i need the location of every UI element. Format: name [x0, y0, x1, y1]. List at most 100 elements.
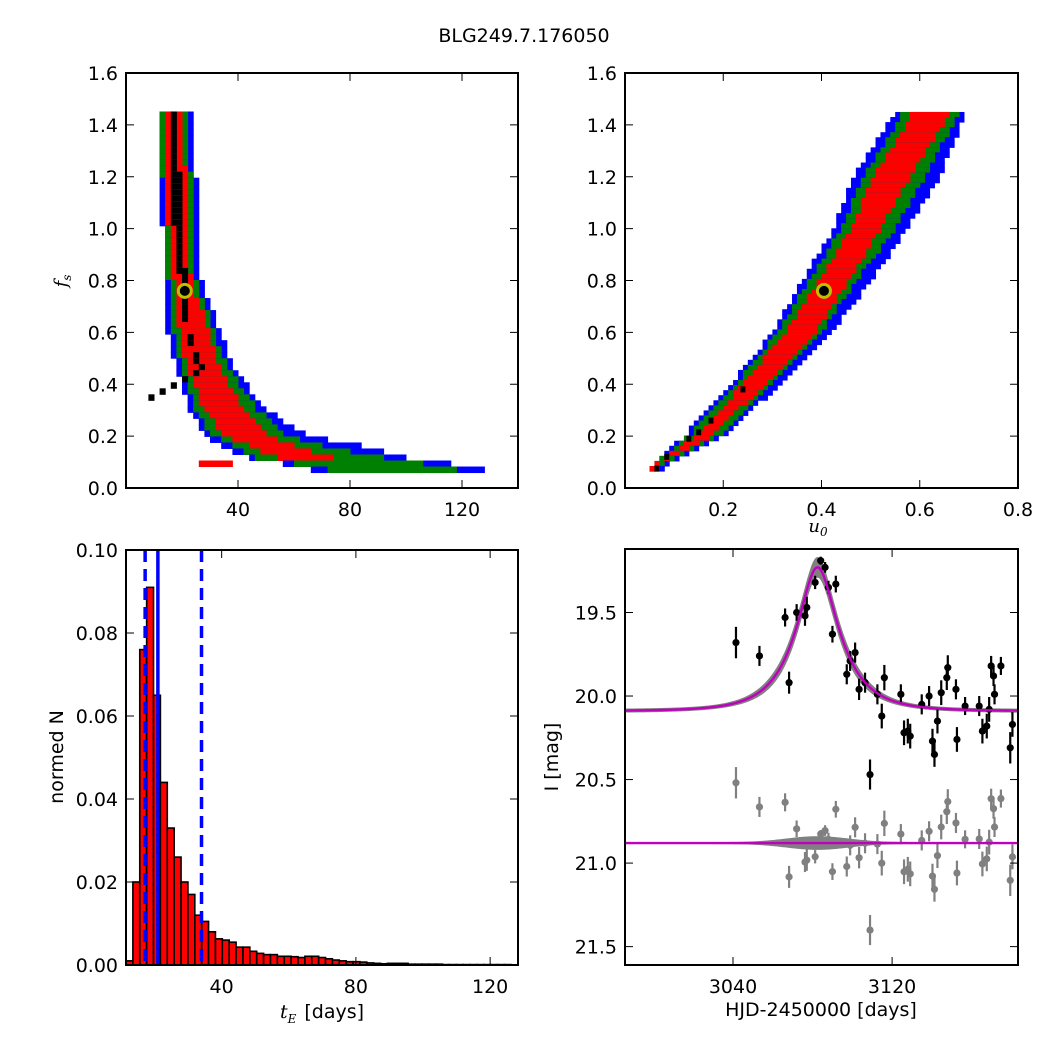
best-fit-marker — [815, 282, 832, 299]
y-tick-label: 0.04 — [76, 789, 118, 811]
density-cell-red — [826, 263, 857, 270]
density-cell-red — [198, 394, 239, 401]
density-cell-red — [816, 278, 847, 285]
density-cell-red — [855, 218, 886, 224]
density-cell-black — [170, 183, 183, 191]
data-point — [817, 557, 825, 565]
ticks: 3040 3120 19.5 20.0 20.5 21.0 21.5 — [575, 549, 1018, 998]
residual-point — [732, 779, 740, 787]
residual-point — [878, 859, 886, 867]
histogram-bar — [242, 946, 251, 966]
data-point — [952, 685, 960, 693]
data-point — [975, 702, 983, 710]
density-cell-red — [787, 324, 818, 330]
y-tick-label: 0.4 — [587, 374, 617, 396]
density-cell-black — [170, 129, 177, 137]
density-cell-black — [170, 123, 177, 131]
y-tick-label: 19.5 — [575, 602, 617, 624]
density-cell-red — [176, 316, 205, 323]
density-cell-black — [193, 352, 200, 359]
y-tick-label: 0.10 — [76, 540, 118, 562]
histogram-bar — [255, 952, 265, 966]
density-cell-black — [170, 219, 183, 227]
histogram-bar — [207, 930, 217, 966]
density-cell-red — [187, 358, 217, 365]
y-tick-label: 21.5 — [575, 937, 617, 959]
histogram-bar — [297, 956, 306, 966]
density-cell-red — [182, 334, 211, 341]
density-cell-red — [762, 354, 793, 361]
density-cell-red — [752, 369, 778, 376]
data-point — [961, 702, 969, 710]
residual-point — [933, 852, 942, 860]
density-cell-red — [841, 238, 872, 244]
data-point — [843, 670, 851, 678]
x-tick-label: 120 — [444, 499, 480, 521]
ticks: 40 80 120 0.0 0.2 0.4 0.6 0.8 1.0 1.2 1.4 1.6 — [88, 63, 518, 521]
data-point — [785, 679, 793, 687]
density-cell-black — [176, 261, 183, 269]
x-tick-label: 40 — [210, 976, 234, 998]
data-point — [832, 580, 840, 588]
residual-point — [925, 827, 933, 835]
data-point — [1006, 744, 1014, 752]
ticks: 0.2 0.4 0.6 0.8 0.0 0.2 0.4 0.6 0.8 1.0 1.2 1.4 1.6 — [587, 63, 1033, 521]
density-cell-red — [796, 314, 827, 320]
density-cell-red — [806, 299, 837, 305]
density-cell-black — [654, 465, 660, 472]
best-fit-marker-group — [815, 282, 832, 299]
residual-point — [953, 869, 961, 877]
residual-point — [990, 823, 999, 831]
residual-point — [781, 798, 789, 806]
density-cell-red — [277, 454, 334, 462]
y-tick-label: 0.06 — [76, 706, 118, 728]
density-cell-red — [698, 430, 714, 437]
density-cell-red — [683, 440, 700, 447]
vertical-lines — [143, 550, 204, 965]
data-point — [906, 732, 914, 740]
density-cell-red — [850, 223, 881, 229]
density-cell-red — [909, 117, 945, 123]
data-point — [989, 672, 998, 680]
residual-point — [824, 835, 833, 843]
residual-point — [961, 835, 969, 843]
figure-title: BLG249.7.176050 — [438, 25, 609, 47]
histogram-bar — [228, 941, 237, 966]
density-cell-black — [170, 382, 177, 389]
histogram-bar — [304, 955, 313, 966]
density-cell-black — [182, 310, 189, 317]
density-cell-red — [865, 192, 901, 199]
histogram-bar — [262, 953, 272, 966]
density-cell-red — [198, 400, 239, 407]
density-cell-red — [718, 410, 734, 416]
density-cell-red — [703, 425, 719, 432]
density-cell-red — [841, 243, 872, 250]
y-axis-label: normed N — [46, 710, 68, 804]
density-cell-red — [895, 142, 931, 148]
density-cell-red — [654, 460, 660, 467]
density-cell-black — [176, 231, 183, 239]
density-cell-red — [693, 435, 710, 442]
density-cell-red — [215, 424, 261, 431]
residual-point — [880, 819, 888, 827]
histogram-bar — [180, 881, 189, 966]
density-cell-red — [875, 172, 911, 179]
residual-point — [975, 835, 983, 843]
density-map-u0-fs — [649, 111, 965, 472]
histogram-bar — [187, 893, 196, 966]
residual-point — [937, 823, 945, 831]
data-point — [933, 717, 942, 725]
model-curve — [625, 566, 1018, 712]
residual-point — [997, 794, 1005, 803]
y-tick-label: 1.4 — [587, 115, 617, 137]
density-cell-black — [170, 147, 177, 155]
density-cell-red — [176, 322, 205, 329]
density-cell-black — [170, 135, 177, 143]
y-tick-label: 1.0 — [587, 219, 617, 241]
density-cell-red — [860, 208, 891, 214]
density-cell-red — [221, 430, 267, 437]
histogram-bar — [145, 586, 155, 966]
data-point — [828, 630, 837, 638]
y-tick-label: 1.6 — [587, 63, 617, 85]
